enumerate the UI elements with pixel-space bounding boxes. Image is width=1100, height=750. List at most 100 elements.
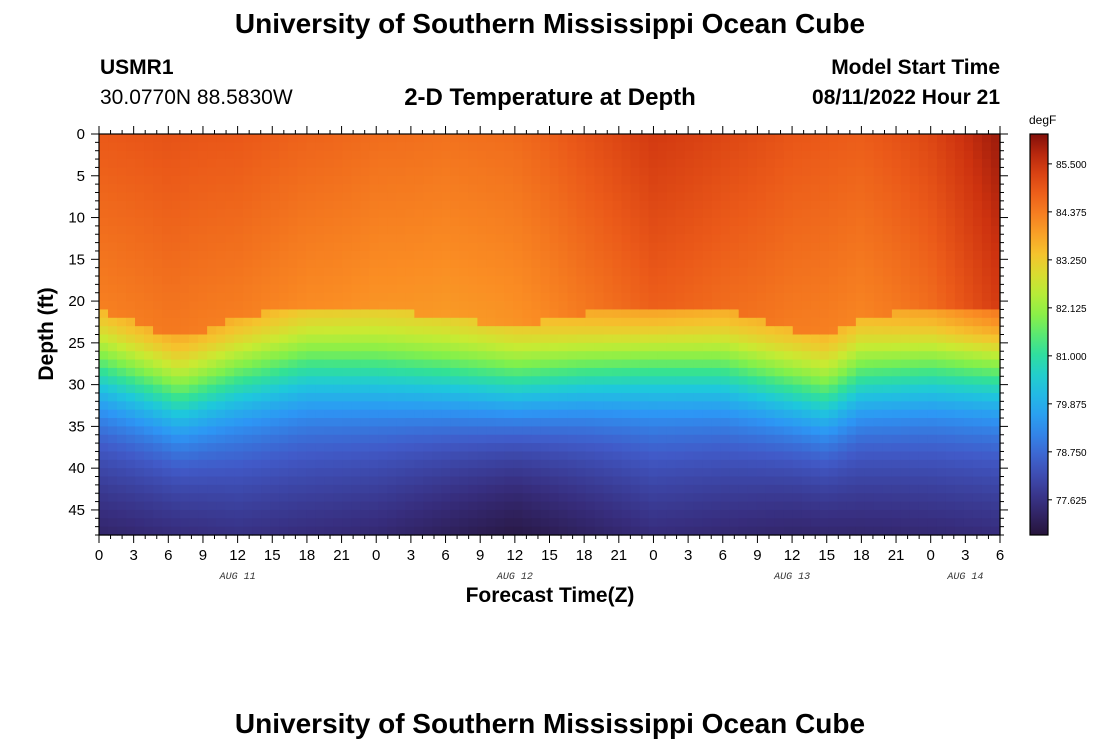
heatmap-cell: [963, 451, 974, 461]
heatmap-cell: [585, 443, 596, 453]
heatmap-cell: [378, 326, 388, 336]
heatmap-cell: [297, 334, 307, 344]
heatmap-cell: [621, 276, 632, 285]
heatmap-cell: [450, 501, 460, 511]
heatmap-cell: [891, 175, 902, 185]
heatmap-cell: [684, 468, 695, 478]
heatmap-cell: [189, 342, 199, 352]
heatmap-cell: [990, 434, 1001, 444]
heatmap-cell: [135, 526, 145, 536]
heatmap-cell: [540, 443, 551, 453]
heatmap-cell: [801, 518, 812, 528]
heatmap-cell: [216, 200, 226, 210]
heatmap-cell: [486, 342, 497, 352]
heatmap-cell: [891, 409, 902, 419]
heatmap-cell: [603, 301, 614, 311]
heatmap-cell: [504, 351, 515, 361]
heatmap-cell: [495, 501, 506, 511]
heatmap-cell: [756, 526, 767, 536]
heatmap-cell: [342, 317, 352, 327]
heatmap-cell: [945, 359, 956, 369]
heatmap-cell: [486, 459, 497, 469]
heatmap-cell: [333, 326, 343, 336]
heatmap-cell: [918, 484, 929, 494]
heatmap-cell: [288, 401, 298, 411]
heatmap-cell: [720, 426, 731, 436]
heatmap-cell: [99, 209, 109, 219]
heatmap-cell: [765, 459, 776, 469]
heatmap-cell: [243, 276, 253, 285]
heatmap-cell: [504, 493, 515, 503]
heatmap-cell: [783, 351, 794, 361]
heatmap-cell: [657, 384, 668, 394]
heatmap-cell: [504, 409, 515, 419]
heatmap-cell: [702, 225, 713, 235]
heatmap-cell: [297, 284, 307, 294]
heatmap-cell: [936, 468, 947, 478]
heatmap-cell: [990, 501, 1001, 511]
heatmap-cell: [306, 150, 316, 160]
heatmap-cell: [837, 134, 848, 143]
heatmap-cell: [576, 276, 587, 285]
heatmap-cell: [594, 309, 605, 319]
heatmap-cell: [621, 150, 632, 160]
heatmap-cell: [252, 175, 262, 185]
heatmap-cell: [333, 409, 343, 419]
heatmap-cell: [954, 326, 965, 336]
heatmap-cell: [675, 184, 686, 194]
heatmap-cell: [792, 426, 803, 436]
heatmap-cell: [126, 217, 136, 227]
page-title: University of Southern Mississippi Ocean…: [234, 8, 866, 39]
heatmap-cell: [603, 426, 614, 436]
heatmap-cell: [144, 367, 154, 377]
heatmap-cell: [540, 384, 551, 394]
heatmap-cell: [396, 401, 406, 411]
heatmap-cell: [855, 501, 866, 511]
heatmap-cell: [351, 426, 361, 436]
heatmap-cell: [612, 259, 623, 269]
heatmap-cell: [585, 484, 596, 494]
heatmap-cell: [315, 367, 325, 377]
heatmap-cell: [918, 242, 929, 252]
heatmap-cell: [279, 518, 289, 528]
heatmap-cell: [261, 334, 271, 344]
heatmap-cell: [108, 292, 118, 302]
heatmap-cell: [522, 167, 533, 177]
heatmap-cell: [954, 142, 965, 152]
heatmap-cell: [360, 501, 370, 511]
heatmap-cell: [900, 200, 911, 210]
heatmap-cell: [180, 192, 190, 202]
heatmap-cell: [117, 451, 127, 461]
heatmap-cell: [594, 217, 605, 227]
heatmap-cell: [567, 384, 578, 394]
heatmap-cell: [450, 384, 460, 394]
heatmap-cell: [783, 334, 794, 344]
heatmap-cell: [702, 501, 713, 511]
heatmap-cell: [423, 184, 433, 194]
heatmap-cell: [774, 459, 785, 469]
heatmap-cell: [990, 443, 1001, 453]
heatmap-cell: [486, 284, 497, 294]
heatmap-cell: [162, 493, 172, 503]
heatmap-cell: [918, 167, 929, 177]
heatmap-cell: [279, 276, 289, 285]
heatmap-cell: [639, 309, 650, 319]
heatmap-cell: [324, 134, 334, 143]
heatmap-cell: [198, 134, 208, 143]
heatmap-cell: [837, 259, 848, 269]
heatmap-cell: [711, 451, 722, 461]
heatmap-cell: [585, 468, 596, 478]
heatmap-cell: [468, 200, 479, 210]
heatmap-cell: [297, 401, 307, 411]
heatmap-cell: [279, 309, 289, 319]
heatmap-cell: [441, 250, 451, 260]
heatmap-cell: [594, 476, 605, 486]
heatmap-cell: [846, 443, 857, 453]
heatmap-cell: [477, 367, 488, 377]
heatmap-cell: [405, 409, 415, 419]
heatmap-cell: [675, 326, 686, 336]
heatmap-cell: [594, 134, 605, 143]
heatmap-cell: [288, 418, 298, 427]
heatmap-cell: [855, 200, 866, 210]
heatmap-cell: [369, 518, 379, 528]
